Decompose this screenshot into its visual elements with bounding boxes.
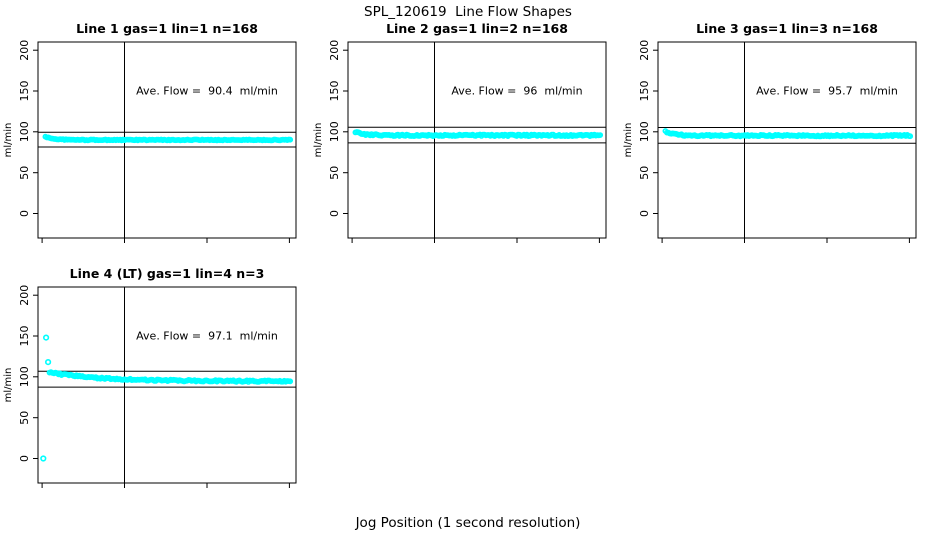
- panel-line-1: 050100150050100150200ml/min Line 1 gas=1…: [0, 0, 310, 245]
- svg-text:ml/min: ml/min: [3, 368, 14, 403]
- svg-text:0: 0: [638, 210, 651, 217]
- svg-text:ml/min: ml/min: [313, 123, 324, 158]
- panel-title-line-1: Line 1 gas=1 lin=1 n=168: [76, 21, 258, 36]
- panel-title-line-4: Line 4 (LT) gas=1 lin=4 n=3: [69, 266, 265, 281]
- avg-flow-annotation-line-2: Ave. Flow = 96 ml/min: [451, 84, 583, 98]
- scatter-plot-line-4: 050100150050100150200ml/min: [3, 285, 297, 488]
- svg-text:200: 200: [328, 40, 341, 61]
- panel-line-3: 050100150050100150200ml/min Line 3 gas=1…: [620, 0, 930, 245]
- svg-text:ml/min: ml/min: [3, 123, 14, 158]
- svg-text:50: 50: [638, 166, 651, 180]
- svg-text:ml/min: ml/min: [623, 123, 634, 158]
- panel-title-line-3: Line 3 gas=1 lin=3 n=168: [696, 21, 878, 36]
- svg-text:50: 50: [18, 411, 31, 425]
- svg-text:50: 50: [18, 166, 31, 180]
- x-axis-label: Jog Position (1 second resolution): [355, 515, 581, 531]
- scatter-plot-line-1: 050100150050100150200ml/min: [3, 40, 297, 243]
- svg-text:0: 0: [18, 210, 31, 217]
- svg-text:100: 100: [18, 121, 31, 142]
- panel-line-2: 050100150050100150200ml/min Line 2 gas=1…: [310, 0, 620, 245]
- svg-text:100: 100: [18, 366, 31, 387]
- svg-text:150: 150: [18, 326, 31, 347]
- scatter-plot-line-2: 050100150050100150200ml/min: [313, 40, 607, 243]
- main-title: SPL_120619 Line Flow Shapes: [364, 4, 572, 20]
- scatter-plot-line-3: 050100150050100150200ml/min: [623, 40, 917, 243]
- svg-text:200: 200: [638, 40, 651, 61]
- svg-text:200: 200: [18, 40, 31, 61]
- avg-flow-annotation-line-4: Ave. Flow = 97.1 ml/min: [136, 329, 278, 343]
- svg-text:50: 50: [328, 166, 341, 180]
- panel-title-line-2: Line 2 gas=1 lin=2 n=168: [386, 21, 568, 36]
- avg-flow-annotation-line-3: Ave. Flow = 95.7 ml/min: [756, 84, 898, 98]
- svg-text:150: 150: [18, 81, 31, 102]
- avg-flow-annotation-line-1: Ave. Flow = 90.4 ml/min: [136, 84, 278, 98]
- svg-text:0: 0: [328, 210, 341, 217]
- svg-text:100: 100: [638, 121, 651, 142]
- svg-text:0: 0: [18, 455, 31, 462]
- svg-text:100: 100: [328, 121, 341, 142]
- svg-text:200: 200: [18, 285, 31, 306]
- svg-text:150: 150: [328, 81, 341, 102]
- panel-line-4: 050100150050100150200ml/min Line 4 (LT) …: [0, 245, 310, 490]
- svg-text:150: 150: [638, 81, 651, 102]
